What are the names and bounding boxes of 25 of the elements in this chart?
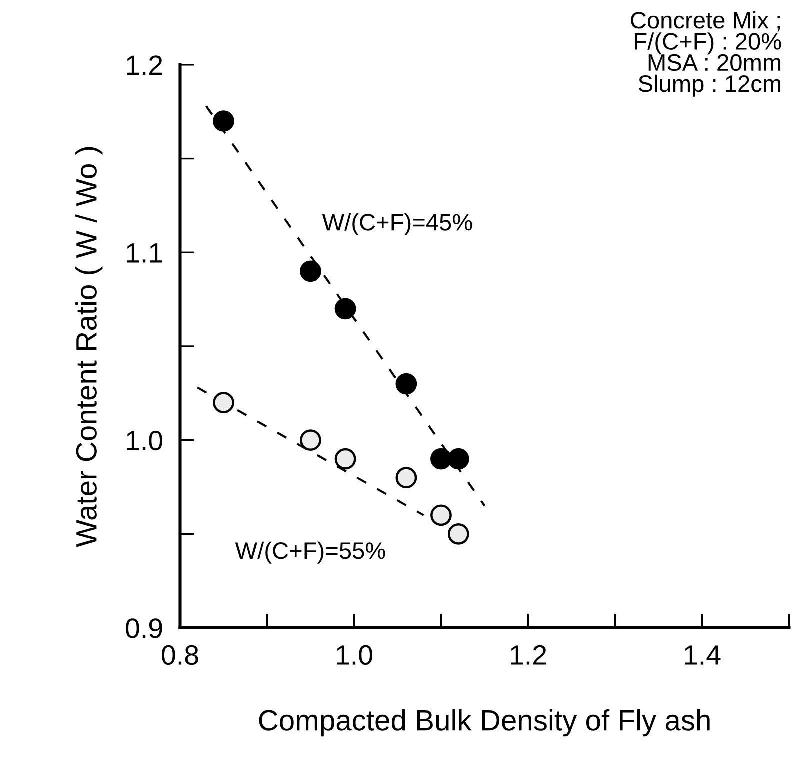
y-tick-label: 1.1: [127, 244, 162, 263]
x-tick-label: 1.4: [685, 646, 721, 665]
point: [300, 430, 322, 451]
series-label: W/(C+F)=45%: [322, 213, 472, 236]
point: [396, 467, 418, 489]
point: [430, 504, 452, 526]
point: [213, 392, 234, 414]
point: [396, 373, 418, 395]
point: [213, 110, 234, 132]
point: [300, 260, 322, 282]
point: [334, 298, 356, 320]
point: [334, 448, 356, 470]
point: [448, 448, 470, 470]
annotation: Concrete Mix ; F/(C+F) : 20% MSA : 20mm Slump : 12cm: [631, 11, 782, 97]
point: [448, 523, 470, 545]
y-tick-label: 1.0: [127, 430, 162, 451]
x-axis-title: Compacted Bulk Density of Fly ash: [259, 709, 710, 737]
x-tick-label: 0.8: [162, 645, 198, 666]
y-axis-title: Water Content Ratio ( W / Wo ): [76, 147, 103, 548]
y-tick-label: 0.9: [126, 618, 162, 638]
x-tick-label: 1.0: [337, 645, 372, 666]
text: W/(C+F)=55%: [235, 542, 386, 564]
x-tick-label: 1.2: [511, 645, 546, 665]
point: [430, 448, 452, 470]
y-tick-label: 1.2: [127, 56, 162, 76]
